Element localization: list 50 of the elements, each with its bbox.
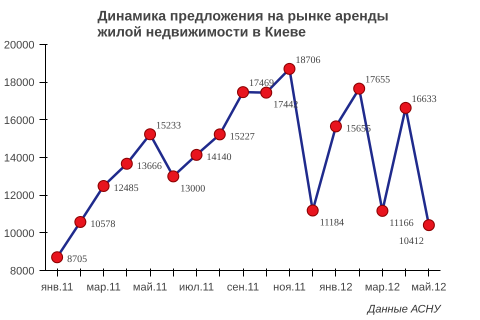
data-label: 16633 [412,94,437,105]
chart-title: Динамика предложения на рынке аренды жилой недвижимости в Киеве [96,8,389,40]
data-label: 17655 [365,74,390,86]
point [283,62,296,75]
data-label: 18706 [295,54,320,66]
point [51,251,64,264]
data-label: 8705 [67,254,88,266]
data-label: 11166 [389,218,414,229]
point [98,180,110,192]
x-tick-label: янв.11 [40,282,74,294]
point [214,128,226,140]
point [237,86,249,98]
y-tick-label: 8000 [10,266,35,278]
y-tick-label: 20000 [4,40,35,52]
y-tick-label: 18000 [4,77,35,90]
point [167,170,180,182]
point [422,219,435,232]
data-label: 13666 [136,160,162,172]
y-tick-label: 10000 [4,228,35,240]
point [306,204,319,217]
x-tick-label: янв.12 [319,282,353,294]
x-tick-label: июл.11 [179,282,214,294]
data-label: 12485 [114,183,139,194]
point [400,102,412,114]
point [376,204,388,217]
x-tick-label: май.12 [411,282,446,294]
y-tick-label: 14000 [4,152,35,164]
point [144,128,156,140]
y-tick-label: 16000 [4,114,35,127]
x-tick-label: май.11 [132,282,168,294]
data-label: 14140 [206,152,232,163]
x-tick-label: мар.12 [364,282,400,294]
data-label: 17469 [249,78,274,90]
point [260,86,272,99]
point [190,148,203,161]
data-label: 10578 [90,218,116,230]
text: Данные АСНУ [366,304,442,316]
data-label: 13000 [180,183,206,194]
data-label: 15227 [230,131,255,142]
point [120,158,133,170]
data-label: 15233 [156,120,182,132]
data-label: 11184 [320,218,344,229]
y-tick-label: 12000 [4,190,35,202]
x-tick-label: сен.11 [226,282,260,294]
data-label: 10412 [398,236,424,248]
point [353,82,366,95]
point [74,216,86,228]
x-tick-label: ноя.11 [273,282,306,294]
point [330,120,342,132]
x-tick-label: мар.11 [86,282,121,294]
